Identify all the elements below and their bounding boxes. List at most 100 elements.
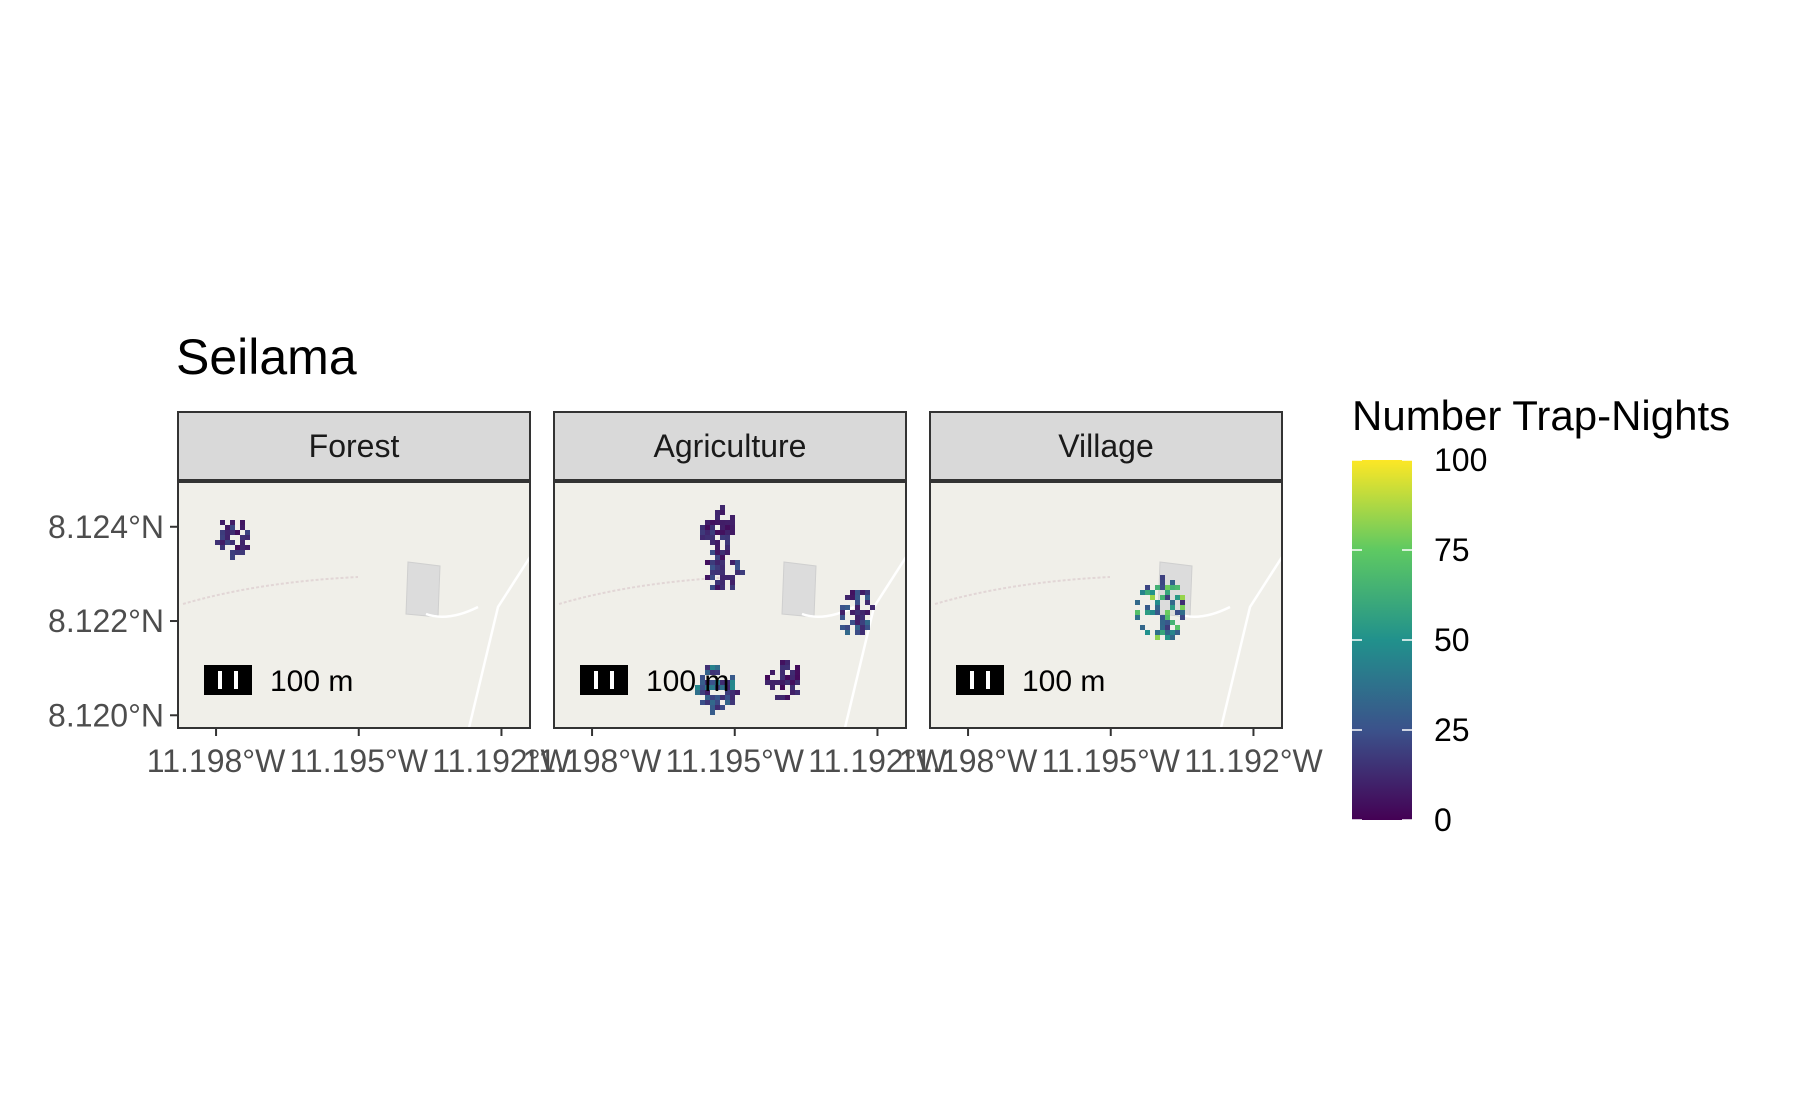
trap-cell xyxy=(1145,605,1150,610)
trap-cell xyxy=(790,680,795,685)
trap-cell xyxy=(785,695,790,700)
scale-bar-segment xyxy=(594,671,598,689)
trap-cell xyxy=(715,680,720,685)
trap-cell xyxy=(1160,595,1165,600)
trap-cell xyxy=(1135,610,1140,615)
trap-cell xyxy=(230,520,235,525)
trap-cell xyxy=(715,560,720,565)
trap-cell xyxy=(710,585,715,590)
trap-cell xyxy=(725,685,730,690)
facet-panel-forest: Forest 100 m 11.198°W 11.195°W 11.192°W xyxy=(147,411,572,779)
trap-cell xyxy=(865,620,870,625)
trap-cell xyxy=(700,690,705,695)
trap-cell xyxy=(720,510,725,515)
trap-cell xyxy=(850,620,855,625)
trap-cell xyxy=(715,565,720,570)
scale-bar: 100 m xyxy=(956,665,1105,698)
trap-cell xyxy=(790,670,795,675)
trap-cell xyxy=(1135,600,1140,605)
trap-cell xyxy=(725,550,730,555)
trap-cell xyxy=(1160,580,1165,585)
trap-cell xyxy=(860,625,865,630)
trap-cell xyxy=(705,520,710,525)
trap-cell xyxy=(1135,615,1140,620)
trap-cell xyxy=(725,535,730,540)
trap-cell xyxy=(1180,595,1185,600)
scale-bar: 100 m xyxy=(580,665,729,698)
trap-cell xyxy=(840,615,845,620)
trap-cell xyxy=(730,685,735,690)
trap-cell xyxy=(235,550,240,555)
trap-cell xyxy=(715,695,720,700)
facet-strip-label: Agriculture xyxy=(654,428,807,464)
trap-cell xyxy=(845,605,850,610)
trap-cell xyxy=(715,550,720,555)
road xyxy=(425,605,479,619)
trap-cell xyxy=(1150,595,1155,600)
trap-cell xyxy=(840,625,845,630)
trap-cell xyxy=(780,670,785,675)
trap-cell xyxy=(710,525,715,530)
trap-cell xyxy=(1155,630,1160,635)
trap-cell xyxy=(1160,615,1165,620)
trap-cell xyxy=(230,555,235,560)
trap-cell xyxy=(235,545,240,550)
trap-cell xyxy=(1155,605,1160,610)
trap-cell xyxy=(860,615,865,620)
trap-cluster xyxy=(765,660,800,700)
x-tick-label: 11.195°W xyxy=(666,743,805,779)
x-tick-label: 11.192°W xyxy=(1184,743,1323,779)
trap-cell xyxy=(705,695,710,700)
trap-cell xyxy=(740,570,745,575)
x-tick-label: 11.198°W xyxy=(899,743,1038,779)
trap-cluster xyxy=(695,665,740,715)
plot-title: Seilama xyxy=(176,329,357,385)
trap-cell xyxy=(715,555,720,560)
trap-cell xyxy=(780,680,785,685)
trap-cell xyxy=(770,670,775,675)
trap-cell xyxy=(1165,590,1170,595)
trap-cell xyxy=(230,525,235,530)
trap-cell xyxy=(1160,630,1165,635)
trap-cell xyxy=(1160,585,1165,590)
trap-cell xyxy=(860,620,865,625)
trap-cell xyxy=(790,685,795,690)
trap-cell xyxy=(730,580,735,585)
trap-cell xyxy=(715,520,720,525)
trap-cell xyxy=(1175,630,1180,635)
facet-panel-village: Village 100 m 11.198°W 11.195°W 11.192°W xyxy=(899,411,1324,779)
trap-cell xyxy=(1145,590,1150,595)
facet-strip xyxy=(929,411,1283,481)
colorbar-tick-label: 75 xyxy=(1434,532,1470,568)
trap-cell xyxy=(720,550,725,555)
trap-cell xyxy=(220,535,225,540)
scale-bar-box xyxy=(204,665,252,695)
trap-cell xyxy=(730,700,735,705)
trap-cell xyxy=(715,705,720,710)
x-tick-label: 11.192°W xyxy=(432,743,571,779)
trap-cell xyxy=(1155,585,1160,590)
trap-cell xyxy=(715,510,720,515)
trap-cell xyxy=(1180,610,1185,615)
trap-cell xyxy=(715,670,720,675)
trap-cell xyxy=(710,530,715,535)
trap-cell xyxy=(855,625,860,630)
trap-cell xyxy=(715,700,720,705)
colorbar-tick-label: 100 xyxy=(1434,442,1487,478)
trap-cell xyxy=(780,665,785,670)
trap-cell xyxy=(710,540,715,545)
trap-cell xyxy=(710,560,715,565)
trap-cell xyxy=(715,530,720,535)
trap-cell xyxy=(240,540,245,545)
trap-cell xyxy=(220,530,225,535)
basemap-layer xyxy=(558,505,906,728)
road xyxy=(467,556,530,728)
facet-strip-label: Village xyxy=(1058,428,1153,464)
trap-cell xyxy=(725,520,730,525)
trap-cell xyxy=(240,525,245,530)
trap-cell xyxy=(720,555,725,560)
trap-cell xyxy=(1155,600,1160,605)
trap-cell xyxy=(700,700,705,705)
trap-cell xyxy=(775,680,780,685)
trap-cell xyxy=(735,565,740,570)
